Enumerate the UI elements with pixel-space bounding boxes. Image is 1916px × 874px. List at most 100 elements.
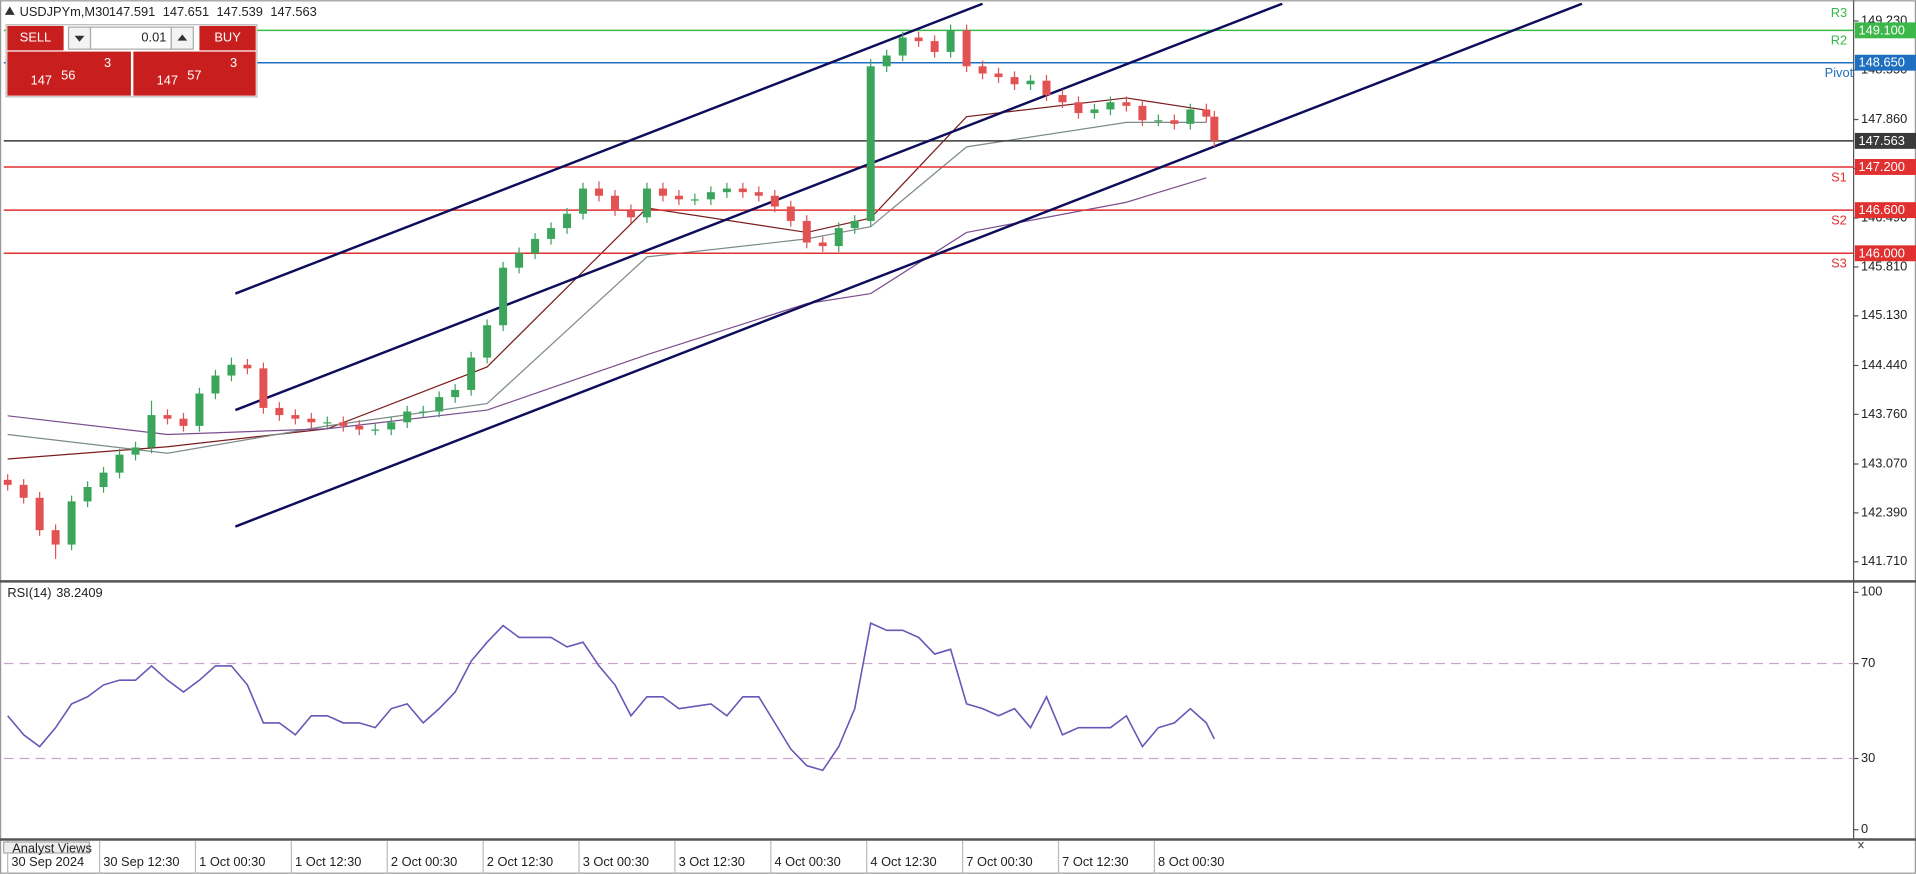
candle-body: [531, 238, 540, 254]
level-box: [1854, 159, 1916, 175]
ohlc-readout: 147.591 147.651 147.539 147.563: [109, 4, 317, 19]
candle-body: [930, 41, 939, 52]
candle-body: [387, 422, 396, 430]
candle-body: [1058, 95, 1067, 103]
candle-body: [738, 188, 747, 193]
candle-body: [1010, 77, 1019, 85]
rsi-line: [7, 622, 1216, 772]
x-tick-label: 1 Oct 12:30: [295, 854, 361, 869]
x-tick-label: 7 Oct 12:30: [1062, 854, 1128, 869]
level-name: R2: [1831, 33, 1847, 48]
sell-price-pips: 56: [61, 67, 75, 82]
candle-body: [962, 30, 971, 67]
tab-label[interactable]: Analyst Views: [12, 841, 92, 856]
candle-body: [1210, 116, 1219, 141]
level-label: 149.100: [1858, 22, 1904, 37]
readout-value: 147.539: [217, 4, 263, 19]
level-box: [1854, 22, 1916, 39]
candle-body: [323, 422, 332, 424]
buy-button[interactable]: [199, 25, 256, 51]
candle-body: [674, 195, 683, 200]
candle-body: [115, 454, 124, 473]
x-tick-label: 4 Oct 00:30: [774, 854, 840, 869]
candle-body: [259, 368, 268, 408]
x-tick-label: 2 Oct 12:30: [487, 854, 553, 869]
candle-body: [642, 188, 651, 218]
channel-line: [234, 2, 1283, 412]
y-tick-label: 70: [1861, 655, 1875, 670]
level-name: S3: [1831, 256, 1847, 271]
y-tick-label: 147.860: [1861, 111, 1907, 126]
buy-price-big: 147: [157, 72, 178, 87]
candle-body: [515, 253, 524, 268]
candle-body: [882, 55, 891, 67]
sell-button[interactable]: [7, 25, 64, 51]
x-tick-label: 30 Sep 12:30: [103, 854, 179, 869]
x-tick-label: 2 Oct 00:30: [391, 854, 457, 869]
candle-body: [419, 411, 428, 413]
candle-body: [898, 37, 907, 56]
candle-body: [307, 418, 316, 423]
candle-body: [403, 411, 412, 423]
candle-body: [994, 73, 1003, 78]
y-tick-label: 141.710: [1861, 553, 1907, 568]
sell-price-big: 147: [31, 72, 52, 87]
candle-body: [850, 220, 859, 229]
candle-body: [147, 415, 156, 448]
candle-body: [499, 267, 508, 326]
sell-label[interactable]: SELL: [20, 30, 51, 45]
candle-body: [866, 66, 875, 221]
candle-body: [291, 415, 300, 419]
level-label: 147.563: [1858, 133, 1904, 148]
symbol-title: USDJPYm,M30: [20, 4, 110, 19]
buy-price-box[interactable]: [133, 51, 256, 96]
candle-body: [1106, 102, 1115, 110]
collapse-icon[interactable]: [4, 6, 15, 15]
candle-body: [1138, 105, 1147, 121]
x-tick-label: 8 Oct 00:30: [1158, 854, 1224, 869]
candle-body: [131, 447, 140, 455]
level-label: 148.650: [1858, 55, 1904, 70]
axes: 149.230148.550147.860147.180146.490145.8…: [7, 5, 1916, 874]
candle-body: [754, 192, 763, 196]
candle-body: [1042, 80, 1051, 96]
candle-body: [547, 228, 556, 239]
candle-body: [626, 210, 635, 218]
level-label: 146.600: [1858, 202, 1904, 217]
candle-body: [1122, 102, 1131, 106]
trade-panel: SELL 0.01 BUY 147 56 3 147 57 3: [5, 24, 258, 98]
x-tick-label: 3 Oct 12:30: [679, 854, 745, 869]
buy-label[interactable]: BUY: [214, 30, 241, 45]
candle-body: [1202, 109, 1211, 117]
candle-body: [610, 195, 619, 211]
lot-value[interactable]: 0.01: [141, 30, 166, 45]
close-icon[interactable]: [1858, 841, 1864, 849]
candle-body: [67, 501, 76, 545]
candle-body: [1026, 80, 1035, 85]
readout-value: 147.591: [109, 4, 155, 19]
moving-average: [7, 121, 1207, 454]
y-tick-label: 143.760: [1861, 406, 1907, 421]
candle-body: [451, 389, 460, 398]
level-label: 146.000: [1858, 245, 1904, 260]
candle-body: [1170, 120, 1179, 124]
level-name: Pivot: [1825, 65, 1854, 80]
candle-body: [1186, 109, 1195, 124]
candle-body: [99, 472, 108, 488]
sell-price-box[interactable]: [7, 51, 131, 96]
down-arrow: [74, 35, 85, 42]
candle-body: [227, 364, 236, 376]
buy-price-pips: 57: [187, 67, 201, 82]
candle-body: [211, 375, 220, 394]
channel-line: [234, 2, 1583, 528]
candle-body: [706, 192, 715, 200]
tab[interactable]: [3, 841, 90, 854]
candle-body: [195, 393, 204, 426]
x-tick-label: 1 Oct 00:30: [199, 854, 265, 869]
candle-body: [978, 66, 987, 74]
candle-body: [722, 188, 731, 193]
level-box: [1854, 202, 1916, 219]
